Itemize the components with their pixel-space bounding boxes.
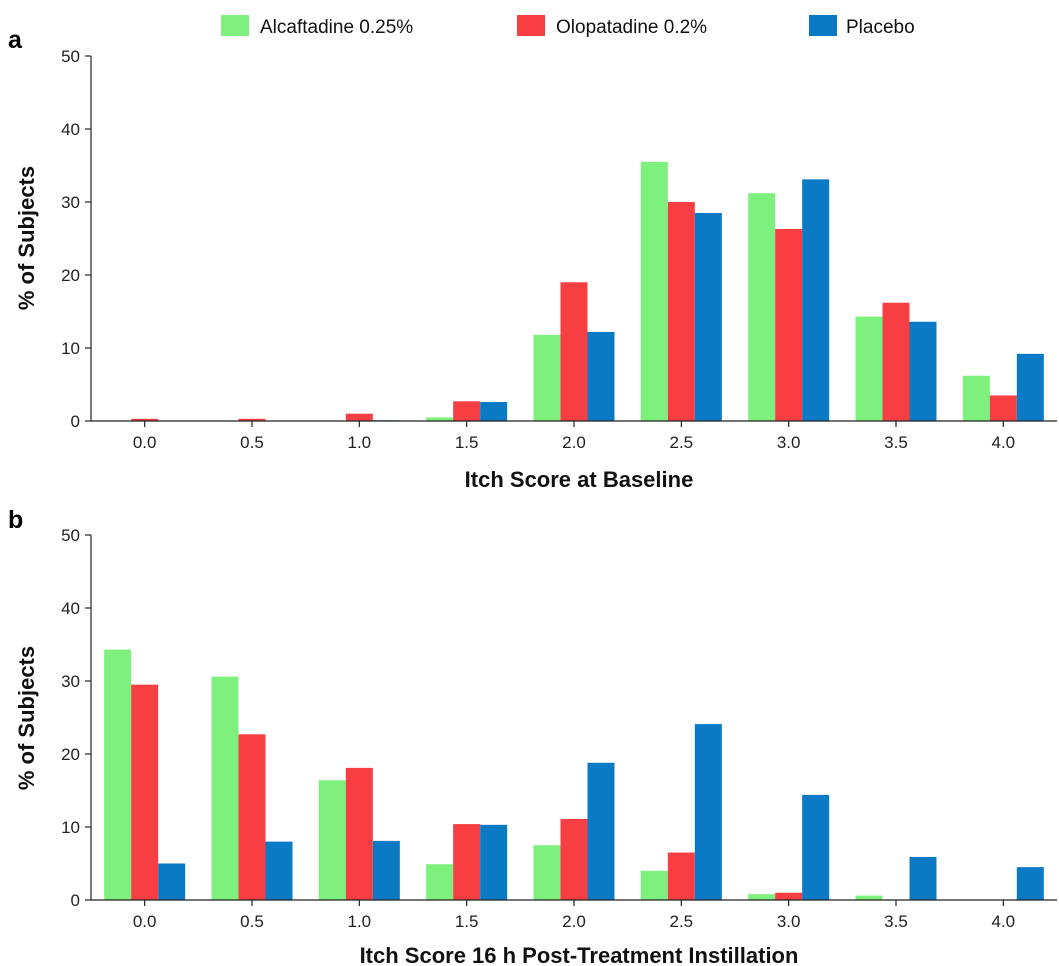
bar-olopatadine-1.0 [345, 767, 373, 900]
legend: Alcaftadine 0.25% Olopatadine 0.2% Place… [221, 15, 915, 38]
bar-alcaftadine-3.0 [748, 894, 776, 900]
bar-olopatadine-3.0 [775, 892, 803, 900]
bar-olopatadine-0.5 [238, 418, 266, 421]
y-tick-label: 30 [61, 672, 80, 691]
x-axis-title-a: Itch Score at Baseline [465, 467, 694, 492]
bar-alcaftadine-3.0 [748, 193, 776, 421]
x-tick-label: 0.5 [240, 912, 264, 931]
legend-swatch-olopatadine [517, 15, 545, 36]
bar-placebo-1.0 [372, 840, 400, 900]
x-tick-label: 1.0 [348, 433, 372, 452]
panel-label-a: a [8, 26, 23, 54]
bar-alcaftadine-4.0 [962, 375, 990, 421]
bar-placebo-4.0 [1016, 867, 1044, 900]
y-axis-title-a: % of Subjects [14, 166, 39, 310]
chart-panel-b: b % of Subjects Itch Score 16 h Post-Tre… [8, 506, 1057, 966]
bar-alcaftadine-2.0 [533, 845, 561, 900]
bar-placebo-1.5 [480, 402, 508, 421]
x-tick-label: 2.5 [670, 433, 694, 452]
plot-area-a: 0 10 20 30 40 50 0.0 0.5 1.0 1.5 2.0 2.5 3.0 3.5 4.0 [61, 47, 1057, 452]
x-tick-label: 2.5 [670, 912, 694, 931]
legend-label-placebo: Placebo [846, 17, 915, 38]
bar-placebo-3.5 [909, 856, 937, 900]
x-tick-label: 0.0 [133, 912, 157, 931]
x-tick-label: 1.5 [455, 433, 479, 452]
bar-alcaftadine-2.0 [533, 334, 561, 421]
x-tick-label: 1.5 [455, 912, 479, 931]
legend-swatch-placebo [809, 15, 837, 36]
y-tick-label: 0 [71, 891, 80, 910]
bar-olopatadine-0.5 [238, 734, 266, 900]
y-tick-label: 10 [61, 818, 80, 837]
bar-alcaftadine-3.5 [855, 316, 883, 421]
bar-placebo-0.5 [265, 841, 293, 900]
bar-olopatadine-1.0 [345, 413, 373, 421]
x-tick-label: 1.0 [348, 912, 372, 931]
x-tick-label: 3.0 [777, 912, 801, 931]
x-tick-label: 0.0 [133, 433, 157, 452]
bar-alcaftadine-1.0 [318, 780, 346, 900]
y-tick-label: 20 [61, 266, 80, 285]
bar-olopatadine-0.0 [131, 684, 159, 900]
y-tick-label: 40 [61, 120, 80, 139]
bar-placebo-3.0 [802, 794, 830, 900]
y-axis-title-b: % of Subjects [14, 646, 39, 790]
bar-alcaftadine-0.0 [104, 649, 132, 900]
legend-label-olopatadine: Olopatadine 0.2% [556, 17, 707, 38]
y-tick-label: 0 [71, 412, 80, 431]
bar-alcaftadine-1.5 [426, 864, 454, 900]
x-tick-label: 4.0 [992, 912, 1016, 931]
y-tick-label: 40 [61, 599, 80, 618]
bar-placebo-2.5 [694, 212, 722, 421]
y-tick-label: 10 [61, 339, 80, 358]
bar-placebo-1.5 [480, 824, 508, 900]
bar-alcaftadine-2.5 [640, 870, 668, 900]
legend-swatch-alcaftadine [221, 15, 249, 36]
bar-olopatadine-4.0 [989, 395, 1017, 421]
bar-alcaftadine-3.5 [855, 895, 883, 900]
y-tick-label: 50 [61, 526, 80, 545]
legend-label-alcaftadine: Alcaftadine 0.25% [260, 17, 413, 38]
bar-olopatadine-0.0 [131, 418, 159, 421]
bar-olopatadine-2.0 [560, 818, 588, 900]
bar-alcaftadine-1.5 [426, 417, 454, 421]
x-tick-label: 3.5 [884, 912, 908, 931]
bar-alcaftadine-0.5 [211, 676, 239, 900]
bar-placebo-2.0 [587, 331, 615, 421]
bar-placebo-2.5 [694, 724, 722, 900]
bar-alcaftadine-2.5 [640, 161, 668, 421]
x-axis-title-b: Itch Score 16 h Post-Treatment Instillat… [360, 943, 799, 966]
bar-olopatadine-2.5 [667, 852, 695, 900]
bar-placebo-4.0 [1016, 353, 1044, 421]
y-tick-label: 30 [61, 193, 80, 212]
bar-placebo-3.5 [909, 321, 937, 421]
x-tick-label: 4.0 [992, 433, 1016, 452]
bar-olopatadine-1.5 [453, 824, 481, 900]
plot-area-b: 0 10 20 30 40 50 0.0 0.5 1.0 1.5 2.0 2.5 3.0 3.5 4.0 [61, 526, 1057, 931]
panel-label-b: b [8, 506, 23, 534]
bar-olopatadine-3.5 [882, 302, 910, 421]
y-tick-label: 20 [61, 745, 80, 764]
chart-panel-a: a % of Subjects Itch Score at Baseline 0… [8, 26, 1057, 492]
bar-placebo-0.0 [158, 863, 186, 900]
bar-olopatadine-2.0 [560, 282, 588, 421]
x-tick-label: 2.0 [562, 912, 586, 931]
x-tick-label: 3.5 [884, 433, 908, 452]
bar-olopatadine-2.5 [667, 202, 695, 421]
x-tick-label: 3.0 [777, 433, 801, 452]
x-tick-label: 2.0 [562, 433, 586, 452]
bar-placebo-3.0 [802, 179, 830, 421]
bar-olopatadine-3.0 [775, 229, 803, 421]
x-tick-label: 0.5 [240, 433, 264, 452]
bar-placebo-2.0 [587, 762, 615, 900]
bar-olopatadine-1.5 [453, 401, 481, 421]
y-tick-label: 50 [61, 47, 80, 66]
